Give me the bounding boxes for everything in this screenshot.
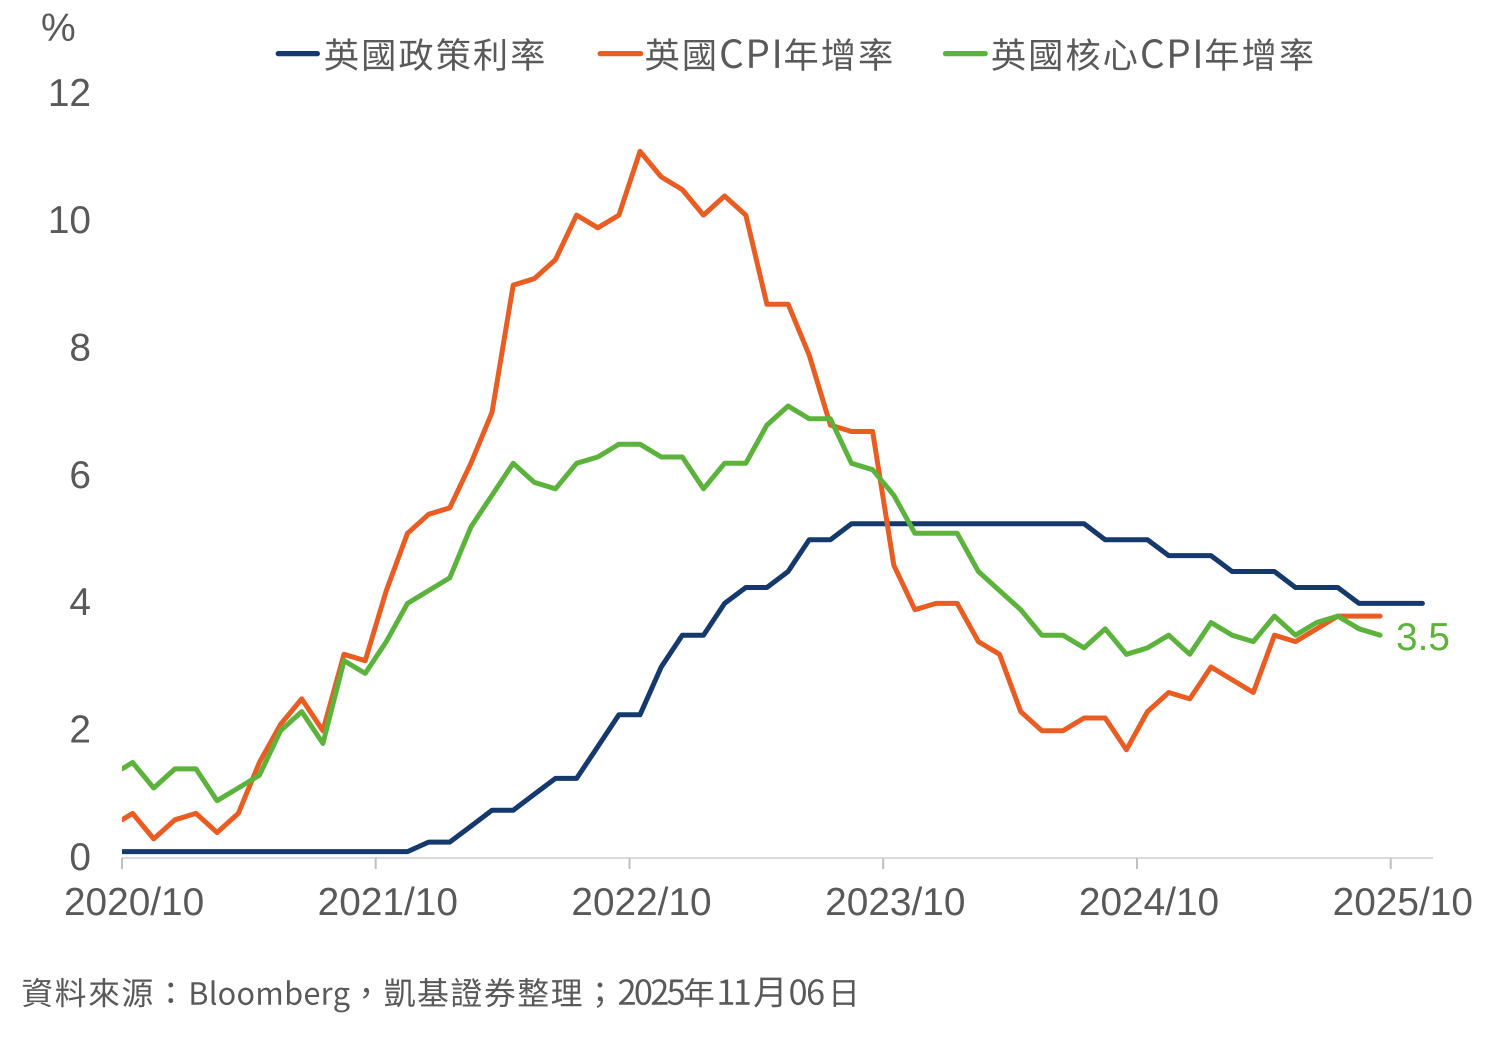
svg-text:2024/10: 2024/10 — [1079, 881, 1219, 924]
svg-text:10: 10 — [48, 199, 91, 242]
svg-text:8: 8 — [69, 327, 91, 370]
svg-text:3.5: 3.5 — [1396, 616, 1450, 659]
svg-text:2020/10: 2020/10 — [64, 881, 204, 924]
svg-text:2022/10: 2022/10 — [571, 881, 711, 924]
svg-text:12: 12 — [48, 72, 91, 115]
svg-text:2021/10: 2021/10 — [318, 881, 458, 924]
svg-text:2025/10: 2025/10 — [1333, 881, 1473, 924]
svg-text:4: 4 — [69, 581, 91, 624]
svg-text:6: 6 — [69, 454, 91, 497]
svg-text:2023/10: 2023/10 — [825, 881, 965, 924]
svg-text:2: 2 — [69, 709, 91, 752]
svg-text:%: % — [41, 7, 76, 50]
svg-text:0: 0 — [69, 836, 91, 879]
